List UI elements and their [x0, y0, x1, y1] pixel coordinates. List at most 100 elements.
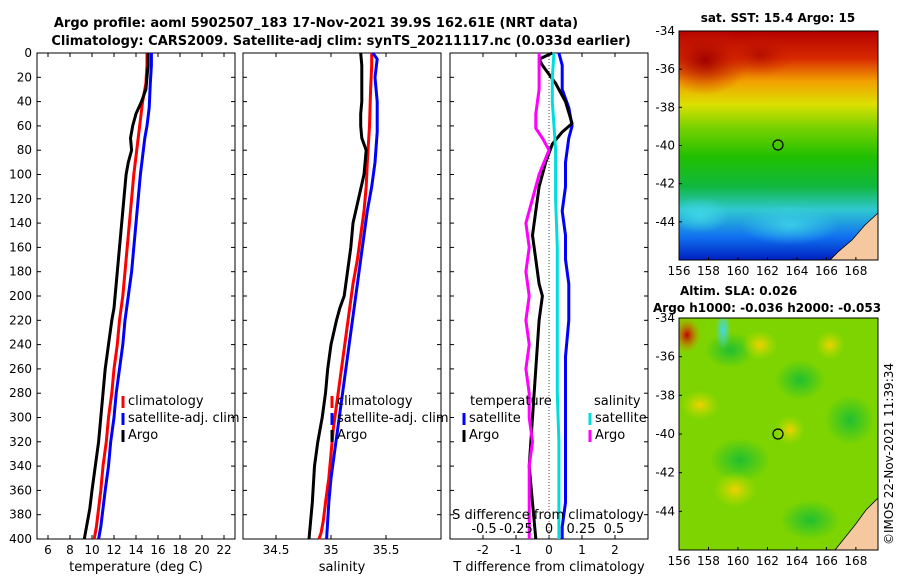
sla-map-title-2: Argo h1000: -0.036 h2000: -0.053 [653, 301, 881, 315]
y-tick-label: 180 [9, 265, 32, 279]
y-tick-label: 300 [9, 411, 32, 425]
sla-low-patch [825, 395, 875, 445]
sla-hot-patch [679, 318, 701, 353]
series-line [325, 52, 379, 540]
x-tick-label: 18 [172, 543, 187, 557]
map-y-tick-label: -42 [655, 177, 675, 191]
sla-high-patch [680, 390, 720, 420]
x-tick-label: 35.5 [373, 543, 400, 557]
x-tick-label: 12 [106, 543, 121, 557]
series-line [550, 52, 561, 539]
x-tick-label: 6 [44, 543, 52, 557]
y-tick-label: 60 [17, 119, 32, 133]
y-tick-label: 40 [17, 95, 32, 109]
x-axis-label: temperature (deg C) [69, 560, 203, 575]
top-tick-label: 0.5 [604, 522, 625, 537]
legend-label: Argo [469, 428, 499, 443]
map-y-tick-label: -40 [655, 139, 675, 153]
map-y-tick-label: -34 [655, 311, 675, 325]
sla-high-patch [815, 330, 845, 360]
map-y-tick-label: -40 [655, 427, 675, 441]
sst-cool-patch [740, 205, 840, 245]
y-tick-label: 120 [9, 192, 32, 206]
difference-panel: -2 -1 0 1 2 T difference from climatology temp… [449, 51, 649, 575]
map-x-tick-label: 166 [815, 554, 838, 568]
map-x-tick-label: 156 [668, 554, 691, 568]
sst-map-title: sat. SST: 15.4 Argo: 15 [701, 11, 855, 25]
x-tick-label: 2 [611, 543, 619, 557]
map-x-tick-label: 162 [756, 554, 779, 568]
map-x-tick-label: 164 [785, 264, 808, 278]
legend-label: satellite-adj. clim [128, 411, 240, 426]
legend-heading: temperature [470, 394, 552, 409]
y-tick-label: 80 [17, 143, 32, 157]
map-y-tick-label: -36 [655, 62, 675, 76]
map-y-tick-label: -44 [655, 504, 675, 518]
x-axis-label: T difference from climatology [452, 560, 645, 575]
legend-heading: salinity [594, 394, 641, 409]
x-tick-label: 35 [323, 543, 338, 557]
legend-label: Argo [337, 428, 367, 443]
x-axis-label: salinity [319, 560, 366, 575]
sla-high-patch [775, 415, 805, 445]
y-tick-label: 0 [24, 46, 32, 60]
sla-map [679, 318, 878, 550]
map-x-tick-label: 164 [785, 554, 808, 568]
plot-frame [242, 52, 442, 540]
map-y-tick-label: -34 [655, 24, 675, 38]
y-tick-label: 360 [9, 483, 32, 497]
legend-label: satellite-adj. clim [337, 411, 449, 426]
sst-warm-patch [725, 33, 795, 77]
y-tick-label: 200 [9, 289, 32, 303]
sst-map-axes: 156 158 160 162 164 166 168 -34 -36 -38 -40 -42 -44 [655, 24, 867, 278]
map-x-tick-label: 160 [727, 264, 750, 278]
series-line [317, 53, 374, 540]
legend-label: climatology [337, 394, 413, 409]
map-y-tick-label: -38 [655, 100, 675, 114]
y-tick-label: 140 [9, 216, 32, 230]
map-x-tick-label: 158 [697, 554, 720, 568]
legend-label: climatology [128, 394, 204, 409]
map-x-tick-label: 168 [844, 554, 867, 568]
sst-argo-marker [772, 139, 784, 151]
x-tick-label: 22 [216, 543, 231, 557]
map-y-tick-label: -42 [655, 466, 675, 480]
sla-high-patch [713, 472, 757, 508]
salinity-panel: 34.5 35 35.5 salinity climatology satellite-a… [242, 52, 449, 575]
plot-frame [36, 52, 236, 540]
map-y-tick-label: -44 [655, 215, 675, 229]
top-axis-label: S difference from climatology [452, 508, 644, 523]
y-tick-label: 240 [9, 338, 32, 352]
x-tick-label: -2 [477, 543, 489, 557]
y-tick-label: 160 [9, 240, 32, 254]
credit-text: ©IMOS 22-Nov-2021 11:39:34 [882, 363, 896, 545]
sla-low-patch [710, 438, 770, 482]
map-x-tick-label: 162 [756, 264, 779, 278]
sla-high-patch [742, 330, 778, 360]
series-line [307, 52, 368, 540]
x-tick-label: 8 [66, 543, 74, 557]
sla-map-axes: 156 158 160 162 164 166 168 -34 -36 -38 -40 -42 -44 [655, 311, 867, 568]
sla-map-title-1: Altim. SLA: 0.026 [680, 284, 797, 298]
series-line [97, 53, 153, 540]
x-tick-label: 0 [545, 543, 553, 557]
x-tick-label: 16 [150, 543, 165, 557]
y-tick-label: 260 [9, 362, 32, 376]
sla-argo-marker [772, 428, 784, 440]
series-line [524, 53, 551, 539]
y-tick-label: 100 [9, 168, 32, 182]
title-line2: Climatology: CARS2009. Satellite-adj cli… [51, 34, 630, 49]
y-tick-label: 400 [9, 532, 32, 546]
map-y-tick-label: -36 [655, 350, 675, 364]
y-tick-label: 280 [9, 386, 32, 400]
y-tick-label: 340 [9, 459, 32, 473]
sst-map [679, 31, 878, 260]
series-line [92, 53, 149, 540]
map-x-tick-label: 160 [727, 554, 750, 568]
sst-land [829, 212, 878, 260]
top-tick-label: -0.5 [471, 522, 496, 537]
x-tick-label: 1 [578, 543, 586, 557]
top-tick-label: -0.25 [499, 522, 533, 537]
x-tick-label: 34.5 [263, 543, 290, 557]
